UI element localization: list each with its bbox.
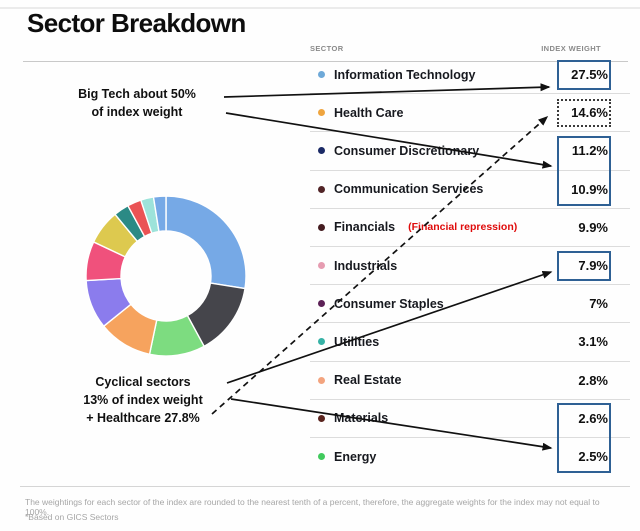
top-divider: [0, 7, 640, 9]
sector-name: Consumer Discretionary: [334, 143, 480, 158]
index-weight-value: 7%: [589, 296, 608, 312]
index-weight-value: 14.6%: [571, 105, 608, 121]
header-divider: [23, 61, 628, 62]
sector-name: Industrials: [334, 258, 398, 273]
sector-dot: [318, 338, 325, 346]
sector-dot: [318, 223, 325, 231]
sector-name: Consumer Staples: [334, 296, 444, 311]
sector-dot: [318, 453, 325, 461]
index-weight-value: 2.5%: [578, 449, 608, 465]
sector-dot: [318, 71, 325, 79]
column-header-index-weight: INDEX WEIGHT: [541, 44, 601, 53]
annotation-line: of index weight: [91, 105, 183, 120]
sector-name: Energy: [334, 449, 377, 464]
sector-dot: [318, 300, 325, 308]
sector-name: Communication Services: [334, 182, 484, 197]
table-row: Real Estate 2.8%: [310, 362, 630, 400]
annotation-line: Big Tech about 50%: [78, 87, 196, 101]
table-row: Utilities 3.1%: [310, 323, 630, 362]
financials-note: (Financial repression): [408, 221, 518, 234]
weight-box-materials: [557, 402, 611, 474]
index-weight-value: 9.9%: [578, 219, 608, 235]
annotation-cyclical: Cyclical sectors 13% of index weight + H…: [68, 373, 218, 427]
index-weight-value: 27.5%: [571, 67, 608, 83]
page-title: Sector Breakdown: [27, 8, 246, 38]
index-weight-value: 2.8%: [578, 372, 608, 388]
sector-dot: [318, 185, 325, 193]
sector-name: Real Estate: [334, 373, 402, 388]
annotation-line: + Healthcare 27.8%: [86, 411, 200, 426]
weight-box-health-care: [557, 99, 611, 128]
donut-slice-energy: [152, 195, 167, 233]
footnote-gics: *Based on GICS Sectors: [25, 512, 119, 522]
weight-box-consumer-discretionary: [557, 135, 611, 206]
index-weight-value: 2.6%: [578, 410, 608, 426]
sector-dot: [318, 109, 325, 117]
column-header-sector: SECTOR: [310, 44, 344, 53]
sector-dot: [318, 376, 325, 384]
index-weight-value: 7.9%: [578, 258, 608, 274]
donut-slice-information-technology: [165, 195, 247, 290]
index-weight-value: 3.1%: [578, 334, 608, 350]
weight-box-information-technology: [557, 60, 611, 91]
index-weight-value: 11.2%: [571, 143, 608, 159]
table-row: Consumer Staples 7%: [310, 285, 630, 324]
sector-donut-chart: [85, 195, 247, 357]
index-weight-value: 10.9%: [571, 181, 608, 197]
table-row: Energy 2.5%: [310, 438, 630, 476]
weight-box-industrials: [557, 251, 611, 282]
annotation-line: 13% of index weight: [83, 393, 203, 408]
sector-name: Health Care: [334, 105, 404, 120]
annotation-big-tech: Big Tech about 50% of index weight: [72, 85, 202, 121]
annotation-line: Cyclical sectors: [95, 375, 191, 389]
sector-dot: [318, 414, 325, 422]
sector-name: Financials: [334, 220, 396, 235]
sector-name: Information Technology: [334, 67, 476, 82]
sector-dot: [318, 147, 325, 155]
footnote-weightings: The weightings for each sector of the in…: [25, 497, 600, 517]
sector-name: Materials: [334, 411, 389, 426]
sector-name: Utilities: [334, 334, 380, 349]
table-row: Financials (Financial repression) 9.9%: [310, 209, 630, 247]
sector-dot: [318, 262, 325, 270]
footer-divider: [20, 486, 630, 487]
